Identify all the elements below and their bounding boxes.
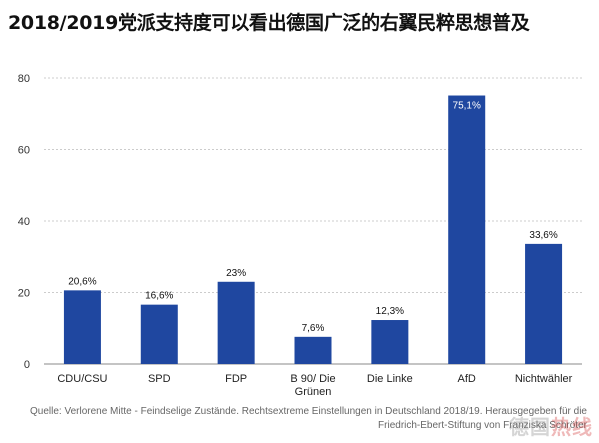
y-tick-label-3: 60 — [18, 145, 30, 157]
chart-title: 2018/2019党派支持度可以看出德国广泛的右翼民粹思想普及 — [8, 12, 530, 34]
watermark-part-2: 热线 — [551, 415, 593, 439]
bar-3 — [294, 336, 332, 364]
watermark-logo: 德国热线 — [509, 411, 593, 440]
data-label-2: 23% — [226, 268, 246, 279]
source-note: Quelle: Verlorene Mitte - Feindselige Zu… — [2, 405, 587, 433]
data-label-4: 12,3% — [376, 306, 404, 317]
x-tick-label-2: FDP — [225, 373, 247, 385]
data-label-1: 16,6% — [145, 291, 173, 302]
x-tick-label-6: Nichtwähler — [515, 373, 573, 385]
x-tick-label-0: CDU/CSU — [57, 373, 107, 385]
y-tick-label-2: 40 — [18, 216, 30, 228]
x-tick-label-3: B 90/ Die Grünen — [290, 373, 335, 398]
bar-6 — [525, 243, 563, 364]
watermark-part-1: 德国 — [509, 415, 551, 439]
x-tick-label-5: AfD — [458, 373, 476, 385]
bar-2 — [217, 281, 255, 364]
bar-5 — [448, 95, 486, 364]
data-label-5: 75,1% — [453, 101, 481, 112]
y-tick-label-1: 20 — [18, 288, 30, 300]
data-label-3: 7,6% — [302, 323, 325, 334]
data-label-6: 33,6% — [529, 230, 557, 241]
y-tick-label-4: 80 — [18, 73, 30, 85]
bar-4 — [371, 320, 409, 364]
y-tick-label-0: 0 — [24, 359, 30, 371]
x-tick-label-1: SPD — [148, 373, 171, 385]
data-label-0: 20,6% — [68, 276, 96, 287]
source-line-1: Quelle: Verlorene Mitte - Feindselige Zu… — [30, 406, 587, 417]
bar-1 — [140, 304, 178, 364]
x-tick-label-4: Die Linke — [367, 373, 413, 385]
source-line-2: Friedrich-Ebert-Stiftung von Franziska S… — [378, 420, 587, 431]
bar-0 — [63, 290, 101, 364]
